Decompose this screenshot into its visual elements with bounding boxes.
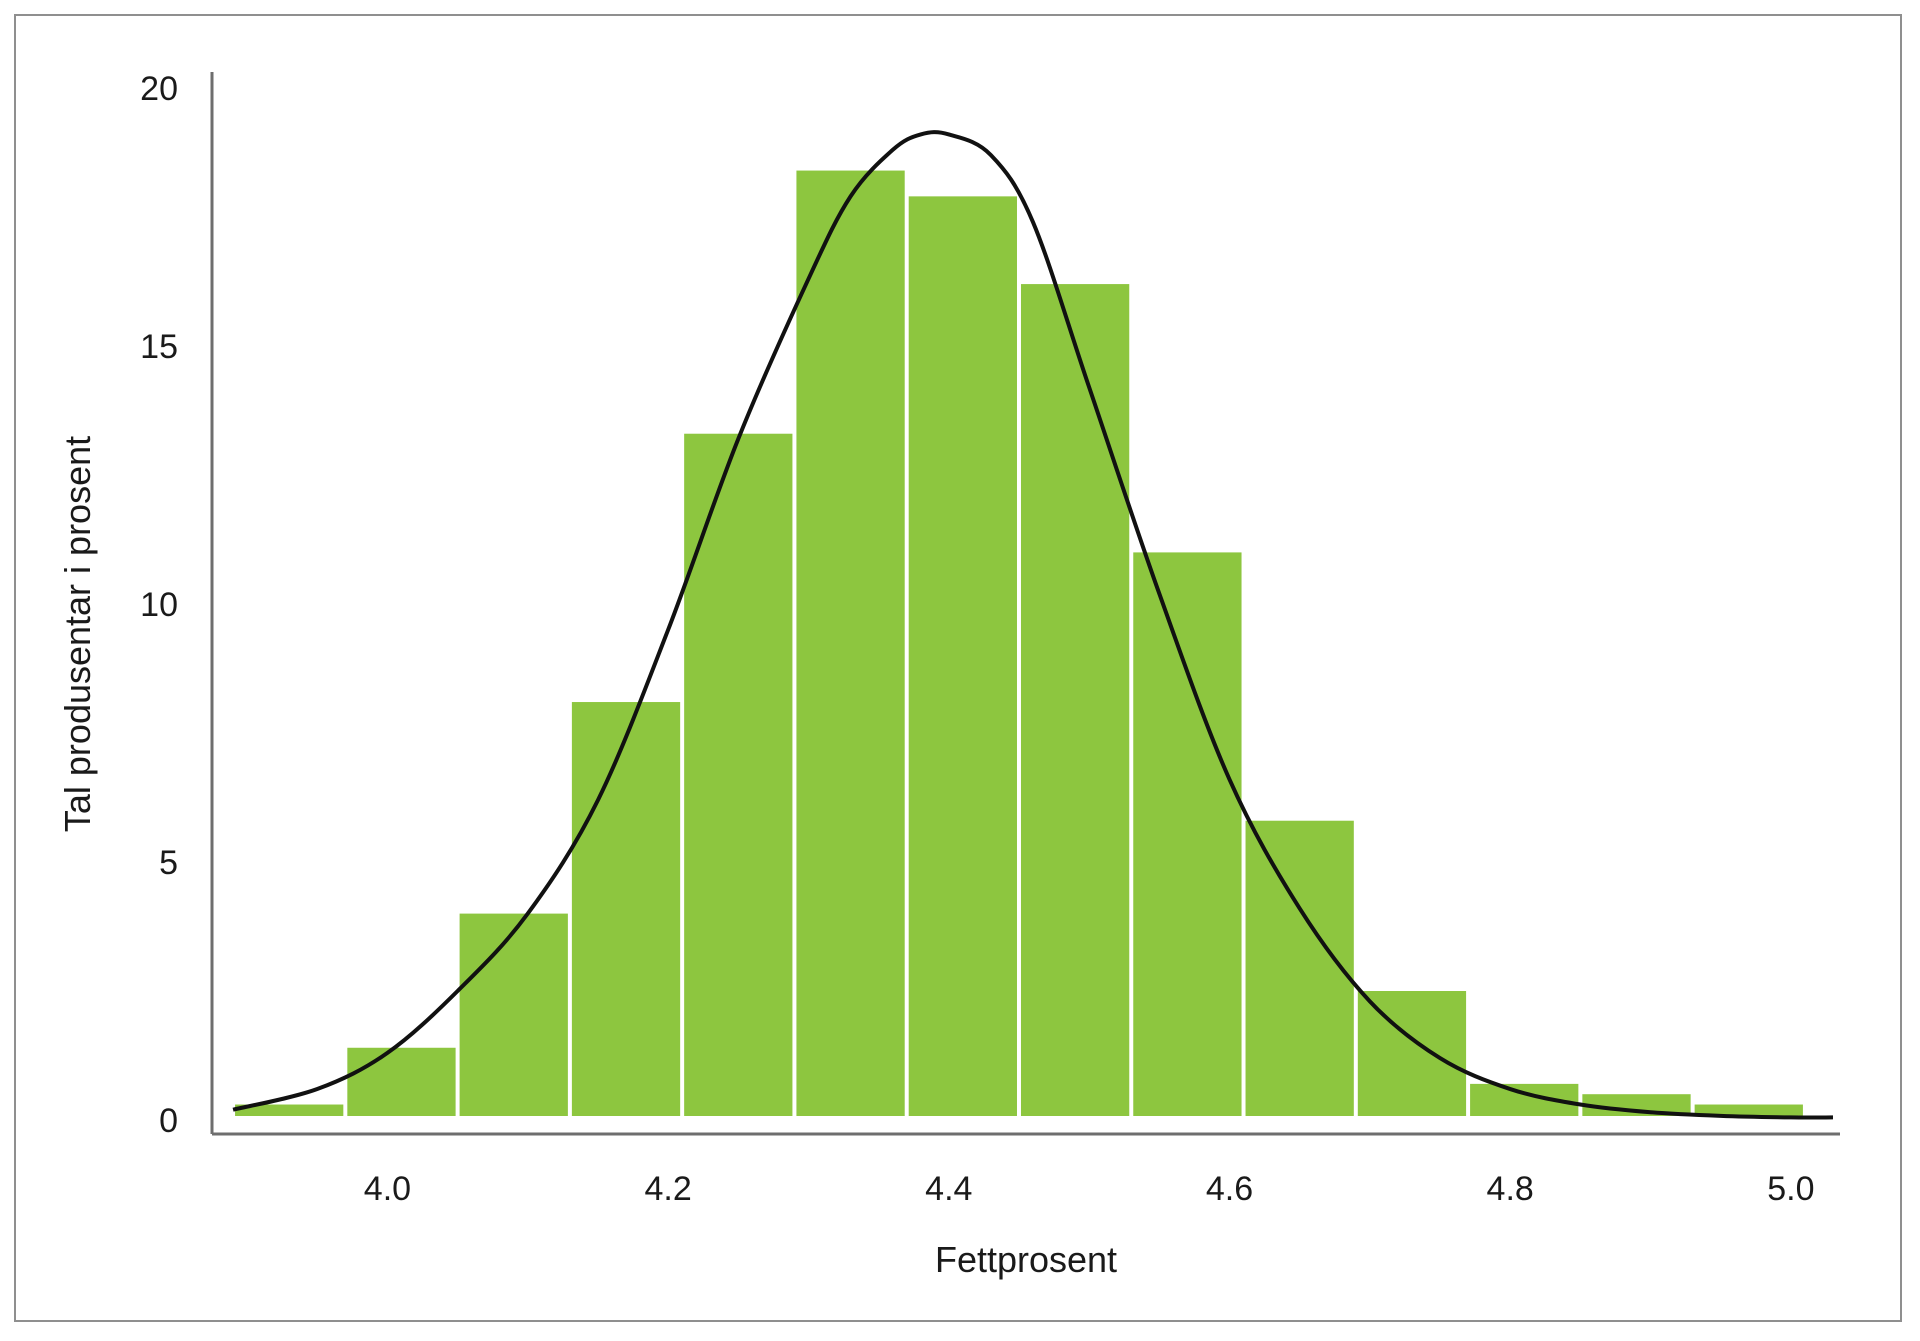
- x-tick-label: 4.0: [364, 1170, 411, 1208]
- y-axis-title: Tal produsentar i prosent: [57, 436, 98, 832]
- histogram-bar-10: [1245, 820, 1354, 1116]
- x-tick-label: 4.2: [644, 1170, 691, 1208]
- y-tick-label: 10: [140, 586, 178, 624]
- histogram-bar-1: [235, 1104, 344, 1116]
- histogram-bar-4: [571, 702, 681, 1116]
- axes-group: [210, 72, 1840, 1136]
- bars-group: [235, 170, 1803, 1117]
- histogram-bar-7: [908, 196, 1017, 1117]
- y-tick-label: 0: [159, 1102, 178, 1140]
- histogram-bar-11: [1357, 991, 1467, 1116]
- histogram-bar-9: [1133, 552, 1242, 1116]
- histogram-bar-3: [459, 913, 568, 1116]
- y-tick-label: 20: [140, 70, 178, 108]
- histogram-bar-2: [347, 1047, 456, 1116]
- x-tick-labels: 4.0 4.2 4.4 4.6 4.8 5.0: [364, 1170, 1815, 1208]
- histogram-bar-14: [1694, 1104, 1803, 1116]
- y-tick-label: 5: [159, 844, 178, 882]
- histogram-bar-8: [1020, 284, 1130, 1117]
- histogram-bar-13: [1582, 1094, 1691, 1116]
- histogram-bar-6: [796, 170, 905, 1116]
- x-tick-label: 5.0: [1767, 1170, 1814, 1208]
- x-tick-label: 4.6: [1206, 1170, 1253, 1208]
- y-tick-label: 15: [140, 328, 178, 366]
- histogram-bar-5: [684, 433, 793, 1117]
- x-tick-label: 4.8: [1487, 1170, 1534, 1208]
- y-tick-labels: 0 5 10 15 20: [140, 70, 178, 1140]
- x-axis-title: Fettprosent: [935, 1239, 1117, 1280]
- curve-group: [232, 130, 1833, 1120]
- x-tick-label: 4.4: [925, 1170, 972, 1208]
- density-curve: [232, 130, 1833, 1120]
